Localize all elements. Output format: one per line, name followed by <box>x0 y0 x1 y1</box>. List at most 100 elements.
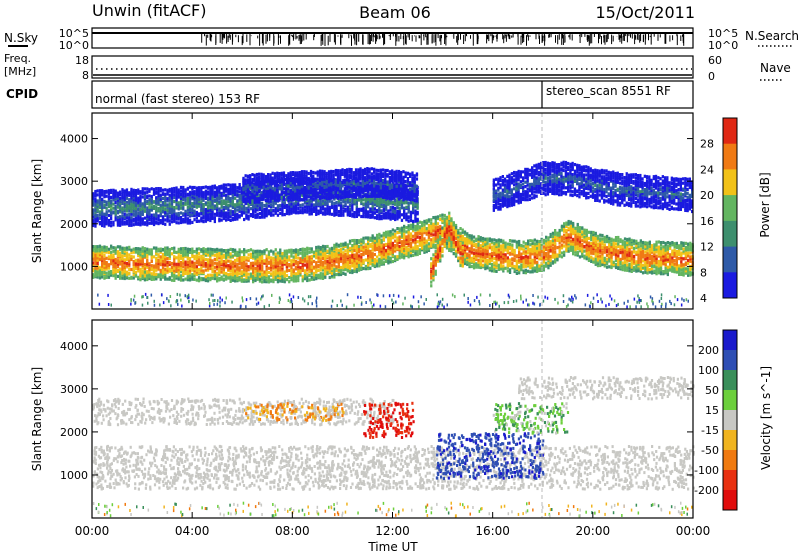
power-cell <box>186 260 189 265</box>
power-cell <box>276 258 280 262</box>
power-cell <box>159 259 162 263</box>
power-cell <box>484 240 487 244</box>
power-cell <box>558 233 561 237</box>
power-cell <box>463 232 467 236</box>
power-cell <box>563 222 566 226</box>
power-cell <box>585 247 588 251</box>
cpid-panel: CPID normal (fast stereo) 153 RF stereo_… <box>6 80 694 109</box>
power-cell <box>529 264 532 268</box>
power-cell <box>470 250 473 254</box>
power-cell <box>328 247 331 251</box>
power-cell <box>585 243 588 247</box>
power-cell <box>655 247 658 251</box>
power-cell <box>98 249 102 253</box>
power-cell <box>116 259 120 263</box>
power-cell <box>398 248 401 252</box>
power-cell <box>603 256 606 260</box>
power-cell <box>146 247 149 251</box>
power-cell <box>132 219 135 223</box>
power-cell <box>666 268 669 272</box>
power-cell <box>193 261 196 265</box>
power-cell <box>103 203 106 207</box>
power-cell <box>662 256 665 260</box>
power-cell <box>263 261 266 265</box>
power-cell <box>357 258 361 262</box>
power-cell <box>229 192 232 196</box>
power-cell <box>650 264 654 268</box>
power-cell <box>641 265 645 269</box>
power-cell <box>621 239 624 243</box>
power-cell <box>518 247 521 252</box>
power-cell <box>177 249 180 254</box>
power-cell <box>565 248 568 252</box>
power-cell <box>416 244 419 249</box>
power-cell <box>150 205 153 209</box>
power-cell <box>188 257 192 261</box>
power-cell <box>425 247 428 251</box>
power-cell <box>195 205 198 209</box>
power-cell <box>596 256 600 260</box>
power-cell <box>240 278 243 282</box>
power-cell <box>229 209 232 213</box>
power-cell <box>648 240 651 244</box>
power-cell <box>572 239 575 243</box>
power-cell <box>653 264 656 268</box>
power-cell <box>137 200 140 204</box>
power-cell <box>188 247 192 252</box>
power-cell <box>333 246 336 250</box>
power-cell <box>439 214 442 218</box>
power-cell <box>601 262 604 267</box>
power-cell <box>628 266 631 270</box>
power-cell <box>193 271 196 275</box>
power-cell <box>520 265 523 270</box>
power-cell <box>342 264 345 268</box>
power-cell <box>434 227 437 231</box>
power-cell <box>116 219 120 224</box>
power-cell <box>380 244 383 248</box>
power-cell <box>152 277 156 281</box>
power-cell <box>310 250 313 254</box>
power-cell <box>569 220 573 224</box>
power-cell <box>155 187 158 191</box>
power-cell <box>186 265 189 269</box>
power-cell <box>590 255 593 259</box>
power-cell <box>324 258 327 262</box>
power-cell <box>263 272 266 276</box>
power-cell <box>373 238 376 243</box>
power-cell <box>407 247 410 251</box>
power-cell <box>346 243 349 247</box>
power-cell <box>678 246 681 250</box>
power-cell <box>687 261 690 265</box>
power-cell <box>173 249 176 253</box>
power-cell <box>164 201 167 205</box>
power-cell <box>421 232 424 236</box>
noise-left-label: N.Sky <box>4 31 38 45</box>
power-cell <box>619 260 622 264</box>
power-cell <box>121 267 124 271</box>
power-cell <box>179 263 183 267</box>
power-cell <box>605 260 609 264</box>
power-cell <box>504 266 507 270</box>
power-cell <box>229 255 232 259</box>
power-cell <box>378 242 381 246</box>
power-cell <box>376 245 379 250</box>
power-cell <box>499 262 503 266</box>
power-cell <box>200 268 203 272</box>
power-cell <box>619 247 622 251</box>
power-cell <box>148 205 151 209</box>
power-cell <box>157 209 160 213</box>
power-cell <box>220 218 223 222</box>
power-cell <box>110 246 113 250</box>
power-cell <box>351 255 354 259</box>
power-cell <box>112 253 115 257</box>
power-cell <box>639 256 642 260</box>
power-cell <box>536 265 539 270</box>
power-cell <box>549 258 552 262</box>
power-cell <box>238 187 241 191</box>
power-cell <box>152 192 156 196</box>
power-cell <box>193 192 196 196</box>
power-cell <box>333 255 336 259</box>
power-cell <box>527 261 530 265</box>
power-cell <box>337 254 340 258</box>
power-cell <box>601 257 604 261</box>
